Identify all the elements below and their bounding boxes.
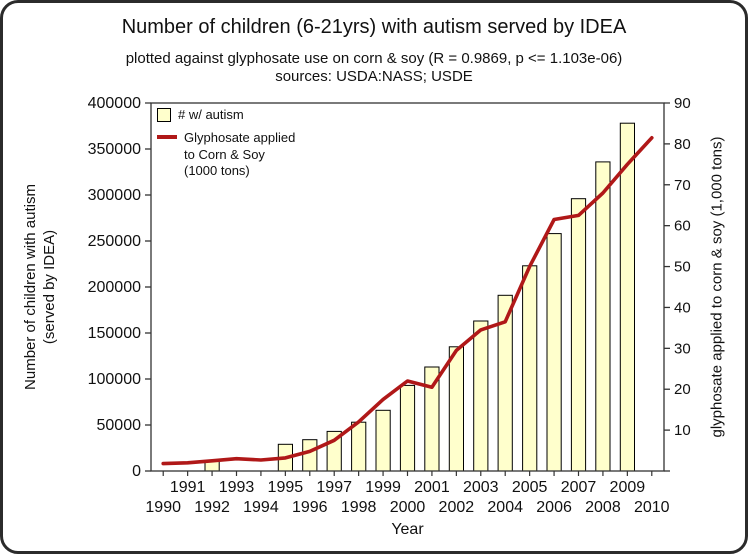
bar-2005 — [522, 265, 538, 472]
x-tick-label: 2002 — [439, 499, 475, 516]
legend-entry-autism: # w/ autism — [157, 107, 296, 123]
left-tick-label: 0 — [132, 463, 141, 480]
x-tick-label: 2003 — [463, 479, 499, 496]
x-tick-label: 2007 — [561, 479, 597, 496]
bar-2007 — [570, 198, 587, 472]
glyphosate-line — [161, 136, 654, 466]
x-tick-label: 1995 — [268, 479, 304, 496]
x-tick-label: 1996 — [292, 499, 328, 516]
x-tick-label: 2001 — [414, 479, 450, 496]
right-axis-title: glyphosate applied to corn & soy (1,000 … — [708, 136, 726, 438]
bar-swatch-icon — [157, 108, 171, 122]
chart-sources-line: sources: USDA:NASS; USDE — [275, 68, 473, 85]
chart-title: Number of children (6-21yrs) with autism… — [121, 16, 627, 38]
x-tick-label: 1991 — [170, 479, 206, 496]
bar-1998 — [351, 421, 367, 472]
x-tick-label: 1994 — [243, 499, 279, 516]
x-tick-label: 2004 — [487, 499, 523, 516]
right-tick-label: 20 — [674, 381, 691, 398]
left-tick-label: 400000 — [88, 95, 141, 112]
right-tick-label: 10 — [674, 422, 691, 439]
bar-2003 — [473, 320, 489, 472]
bar-2000 — [399, 384, 416, 472]
right-tick-label: 60 — [674, 218, 691, 235]
x-tick-label: 2009 — [610, 479, 646, 496]
x-tick-label: 2008 — [585, 499, 621, 516]
bar-2008 — [595, 161, 611, 472]
x-tick-label: 1990 — [145, 499, 181, 516]
bar-2006 — [546, 233, 562, 472]
left-tick-label: 50000 — [97, 417, 142, 434]
x-tick-label: 1998 — [341, 499, 377, 516]
right-tick-label: 80 — [674, 136, 691, 153]
x-tick-label: 1999 — [365, 479, 401, 496]
x-axis-title: Year — [391, 521, 424, 538]
left-tick-label: 100000 — [88, 371, 141, 388]
legend-entry-glyphosate: Glyphosate applied to Corn & Soy (1000 t… — [157, 130, 296, 179]
chart-canvas: 0 50000 100000 150000 200000 250000 300000 3500… — [88, 95, 691, 516]
x-tick-label: 2000 — [390, 499, 426, 516]
left-tick-label: 200000 — [88, 279, 141, 296]
bar-1999 — [375, 409, 391, 472]
right-tick-label: 70 — [674, 177, 691, 194]
bar-2009 — [619, 122, 635, 472]
x-tick-label: 2010 — [634, 499, 670, 516]
left-tick-label: 250000 — [88, 233, 141, 250]
x-tick-label: 1993 — [219, 479, 255, 496]
right-tick-label: 30 — [674, 340, 691, 357]
left-tick-label: 300000 — [88, 187, 141, 204]
legend-label-autism: # w/ autism — [178, 107, 244, 122]
right-tick-label: 40 — [674, 299, 691, 316]
left-tick-label: 350000 — [88, 141, 141, 158]
right-tick-label: 50 — [674, 259, 691, 276]
left-tick-label: 150000 — [88, 325, 141, 342]
left-axis-title-line1: Number of children with autism — [22, 184, 39, 390]
left-axis-title-line2: (served by IDEA) — [41, 229, 58, 345]
x-tick-label: 2006 — [536, 499, 572, 516]
bar-2002 — [448, 346, 464, 472]
x-tick-label: 1992 — [194, 499, 230, 516]
chart-subtitle: plotted against glyphosate use on corn &… — [125, 50, 623, 67]
x-tick-label: 2005 — [512, 479, 548, 496]
bar-1996 — [302, 439, 318, 472]
legend-label-glyphosate: Glyphosate applied to Corn & Soy (1000 t… — [184, 130, 296, 178]
legend: # w/ autism Glyphosate applied to Corn &… — [157, 107, 296, 179]
x-tick-label: 1997 — [316, 479, 352, 496]
right-tick-label: 90 — [674, 95, 691, 112]
line-swatch-icon — [157, 135, 177, 140]
left-axis-title: Number of children with autism (served b… — [21, 184, 59, 390]
